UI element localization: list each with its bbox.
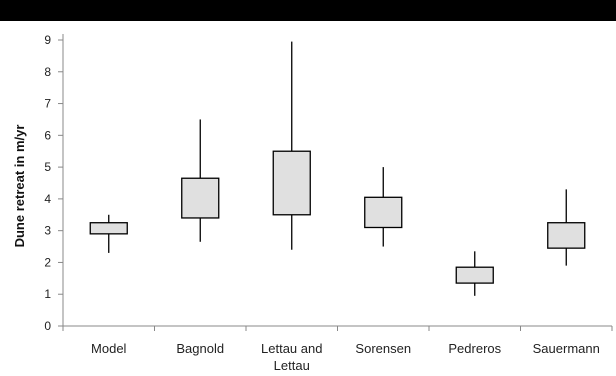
box-rect [89,222,128,235]
category-label: Bagnold [176,341,224,356]
category-label-line: Sauermann [533,341,600,356]
category-label: Sauermann [533,341,600,356]
category-label-line: Sorensen [355,341,411,356]
y-tick-label: 2 [44,255,51,269]
box-1 [181,119,220,242]
y-ticks: 0 1 2 3 4 5 6 7 8 9 [44,33,63,333]
box-rect [181,177,220,219]
category-label: Model [91,341,127,356]
category-label-line: Pedreros [448,341,501,356]
box-5 [547,189,586,266]
category-label: Lettau and Lettau [261,341,322,373]
category-label-line: Model [91,341,127,356]
y-tick-label: 6 [44,128,51,142]
y-tick-label: 8 [44,65,51,79]
box-rect [272,150,311,216]
axes [62,34,612,327]
category-labels: Model Bagnold Lettau and Lettau Sorensen Pedr… [91,341,600,373]
y-tick-label: 7 [44,97,51,111]
box-rect [364,196,403,229]
category-label: Pedreros [448,341,501,356]
y-axis-title: Dune retreat in m/yr [12,125,27,248]
y-tick-label: 4 [44,192,51,206]
box-0 [89,214,128,253]
box-rect [547,222,586,249]
y-tick-label: 3 [44,224,51,238]
category-label-line: Lettau and [261,341,322,356]
boxes [89,41,586,296]
box-3 [364,167,403,247]
box-rect [455,266,494,284]
category-label-line: Lettau [274,358,310,373]
x-ticks [62,326,613,331]
box-4 [455,251,494,296]
y-tick-label: 9 [44,33,51,47]
box-2 [272,41,311,250]
category-label-line: Bagnold [176,341,224,356]
category-label: Sorensen [355,341,411,356]
y-tick-label: 1 [44,287,51,301]
top-black-bar [0,0,616,21]
y-tick-label: 5 [44,160,51,174]
y-tick-label: 0 [44,319,51,333]
